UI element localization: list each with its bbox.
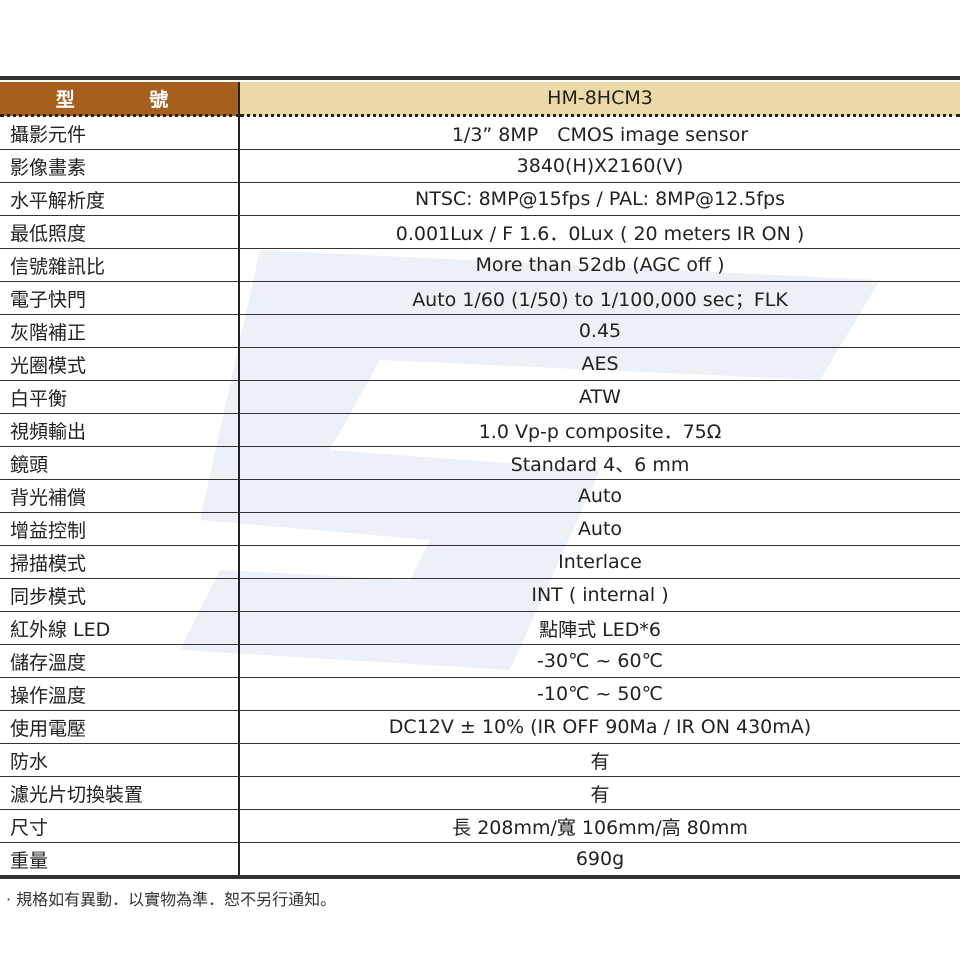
spec-value: 1/3” 8MP CMOS image sensor xyxy=(239,115,960,150)
spec-value: DC12V ± 10% (IR OFF 90Ma / IR ON 430mA) xyxy=(239,710,960,744)
spec-label: 最低照度 xyxy=(0,215,240,249)
spec-label: 儲存溫度 xyxy=(0,644,240,678)
spec-value: More than 52db (AGC off ) xyxy=(239,248,960,282)
spec-label: 同步模式 xyxy=(0,578,240,612)
table-row: 鏡頭 Standard 4、6 mm xyxy=(0,446,960,480)
spec-label: 攝影元件 xyxy=(0,115,240,150)
table-row: 使用電壓 DC12V ± 10% (IR OFF 90Ma / IR ON 430… xyxy=(0,710,960,744)
table-row: 白平衡 ATW xyxy=(0,380,960,414)
spec-label: 信號雜訊比 xyxy=(0,248,240,282)
table-row: 最低照度 0.001Lux / F 1.6．0Lux ( 20 meters IR… xyxy=(0,215,960,249)
table-row: 光圈模式 AES xyxy=(0,347,960,381)
spec-value: Standard 4、6 mm xyxy=(239,446,960,480)
spec-label: 掃描模式 xyxy=(0,545,240,579)
table-row: 操作溫度 -10℃ ~ 50℃ xyxy=(0,677,960,711)
spec-label: 水平解析度 xyxy=(0,182,240,216)
spec-value: -10℃ ~ 50℃ xyxy=(239,677,960,711)
table-row: 濾光片切換裝置有 xyxy=(0,776,960,810)
table-row: 重量 690g xyxy=(0,842,960,879)
spec-value: ATW xyxy=(239,380,960,414)
table-row: 背光補償 Auto xyxy=(0,479,960,513)
spec-value: -30℃ ~ 60℃ xyxy=(239,644,960,678)
spec-label: 濾光片切換裝置 xyxy=(0,776,240,810)
spec-label: 紅外線 LED xyxy=(0,611,240,645)
spec-label: 重量 xyxy=(0,842,240,879)
spec-value: 0.001Lux / F 1.6．0Lux ( 20 meters IR ON … xyxy=(239,215,960,249)
spec-value: NTSC: 8MP@15fps / PAL: 8MP@12.5fps xyxy=(239,182,960,216)
spec-label: 尺寸 xyxy=(0,809,240,843)
spec-label: 增益控制 xyxy=(0,512,240,546)
spec-value: Auto xyxy=(239,479,960,513)
spec-label: 光圈模式 xyxy=(0,347,240,381)
spec-value: 690g xyxy=(239,842,960,879)
spec-label: 電子快門 xyxy=(0,281,240,315)
spec-value: Auto xyxy=(239,512,960,546)
spec-label: 使用電壓 xyxy=(0,710,240,744)
spec-value: 有 xyxy=(239,776,960,810)
spec-value: 長 208mm/寬 106mm/高 80mm xyxy=(239,809,960,843)
spec-label: 白平衡 xyxy=(0,380,240,414)
spec-label: 視頻輸出 xyxy=(0,413,240,447)
spec-value: 點陣式 LED*6 xyxy=(239,611,960,645)
table-row: 電子快門 Auto 1/60 (1/50) to 1/100,000 sec；FL… xyxy=(0,281,960,315)
table-top-border xyxy=(0,76,960,80)
spec-value: INT ( internal ) xyxy=(239,578,960,612)
table-row: 視頻輸出 1.0 Vp-p composite．75Ω xyxy=(0,413,960,447)
spec-value: 有 xyxy=(239,743,960,777)
spec-value: 0.45 xyxy=(239,314,960,348)
spec-value: 1.0 Vp-p composite．75Ω xyxy=(239,413,960,447)
spec-value: Auto 1/60 (1/50) to 1/100,000 sec；FLK xyxy=(239,281,960,315)
spec-label: 灰階補正 xyxy=(0,314,240,348)
table-row: 攝影元件 1/3” 8MP CMOS image sensor xyxy=(0,115,960,150)
table-row: 灰階補正 0.45 xyxy=(0,314,960,348)
table-row: 防水有 xyxy=(0,743,960,777)
table-row: 掃描模式 Interlace xyxy=(0,545,960,579)
spec-value: 3840(H)X2160(V) xyxy=(239,149,960,183)
spec-value: AES xyxy=(239,347,960,381)
spec-label: 防水 xyxy=(0,743,240,777)
spec-label: 影像畫素 xyxy=(0,149,240,183)
spec-table: 型 號 HM-8HCM3 攝影元件 1/3” 8MP CMOS image sen… xyxy=(0,82,960,879)
table-row: 信號雜訊比 More than 52db (AGC off ) xyxy=(0,248,960,282)
table-row: 儲存溫度 -30℃ ~ 60℃ xyxy=(0,644,960,678)
table-row: 同步模式 INT ( internal ) xyxy=(0,578,960,612)
table-row: 尺寸長 208mm/寬 106mm/高 80mm xyxy=(0,809,960,843)
header-label: 型 號 xyxy=(0,82,240,117)
spec-label: 操作溫度 xyxy=(0,677,240,711)
spec-label: 背光補償 xyxy=(0,479,240,513)
spec-label: 鏡頭 xyxy=(0,446,240,480)
model-name: HM-8HCM3 xyxy=(239,82,960,117)
table-header-row: 型 號 HM-8HCM3 xyxy=(0,82,960,117)
table-row: 紅外線 LED 點陣式 LED*6 xyxy=(0,611,960,645)
footnote: · 規格如有異動．以實物為準．恕不另行通知。 xyxy=(6,890,337,909)
table-row: 增益控制 Auto xyxy=(0,512,960,546)
table-row: 影像畫素 3840(H)X2160(V) xyxy=(0,149,960,183)
spec-value: Interlace xyxy=(239,545,960,579)
table-row: 水平解析度 NTSC: 8MP@15fps / PAL: 8MP@12.5fps xyxy=(0,182,960,216)
